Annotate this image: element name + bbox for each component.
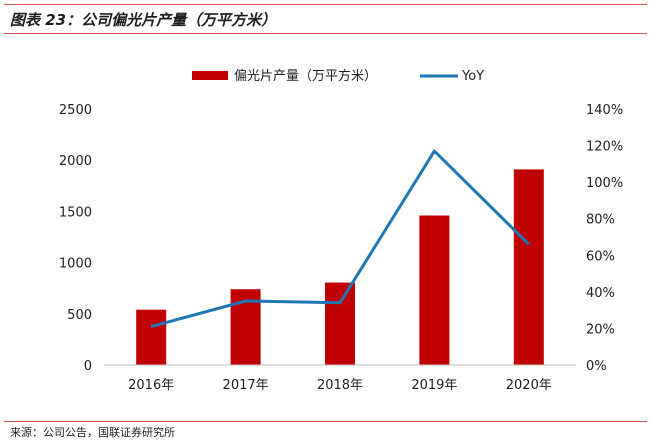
legend-bar-swatch <box>192 71 228 80</box>
figure-title: 图表 23：公司偏光片产量（万平方米） <box>10 11 277 29</box>
right-tick-label: 20% <box>586 322 615 337</box>
left-tick-label: 0 <box>84 359 92 374</box>
left-tick-label: 1500 <box>59 205 92 220</box>
right-tick-label: 100% <box>586 176 623 191</box>
right-axis-ticks: 0% 20% 40% 60% 80% 100% 120% 140% <box>586 103 623 374</box>
x-tick-label: 2016年 <box>128 378 174 393</box>
right-tick-label: 0% <box>586 359 607 374</box>
legend-bar-label: 偏光片产量（万平方米） <box>234 68 377 84</box>
bar-series <box>136 169 544 365</box>
x-axis-ticks: 2016年 2017年 2018年 2019年 2020年 <box>128 378 552 393</box>
bar <box>136 309 167 365</box>
bar <box>419 215 450 365</box>
x-tick-label: 2017年 <box>223 378 269 393</box>
top-rule <box>4 4 647 5</box>
x-tick-label: 2018年 <box>317 378 363 393</box>
bottom-rule <box>4 421 647 422</box>
left-tick-label: 500 <box>67 308 92 323</box>
source-note: 来源：公司公告，国联证券研究所 <box>10 426 175 439</box>
right-tick-label: 40% <box>586 286 615 301</box>
x-tick-label: 2020年 <box>506 378 552 393</box>
right-tick-label: 80% <box>586 213 615 228</box>
title-rule <box>4 33 647 34</box>
legend-line-label: YoY <box>461 69 484 84</box>
x-tick-label: 2019年 <box>411 378 457 393</box>
right-tick-label: 60% <box>586 249 615 264</box>
yoy-line <box>150 149 530 329</box>
right-tick-label: 120% <box>586 140 623 155</box>
legend: 偏光片产量（万平方米） YoY <box>192 68 484 84</box>
left-tick-label: 2000 <box>59 154 92 169</box>
left-axis-ticks: 0 500 1000 1500 2000 2500 <box>59 103 92 374</box>
left-tick-label: 2500 <box>59 103 92 118</box>
bar <box>513 169 544 365</box>
right-tick-label: 140% <box>586 103 623 118</box>
left-tick-label: 1000 <box>59 257 92 272</box>
bar <box>325 282 355 365</box>
